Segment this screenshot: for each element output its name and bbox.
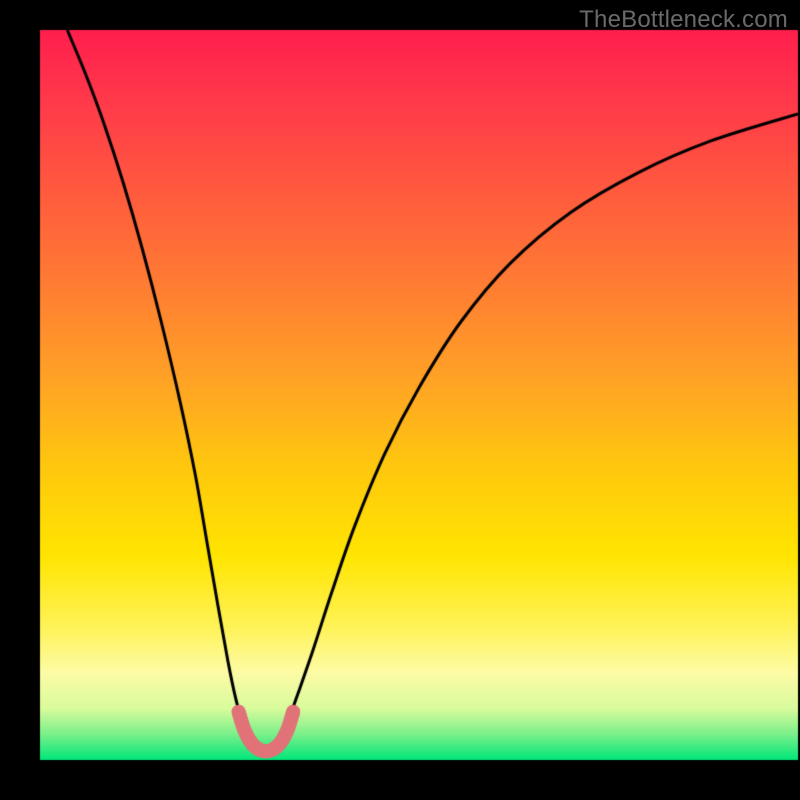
watermark-text: TheBottleneck.com [579, 6, 788, 34]
chart-stage: TheBottleneck.com [0, 0, 800, 800]
bottleneck-chart [0, 0, 800, 800]
